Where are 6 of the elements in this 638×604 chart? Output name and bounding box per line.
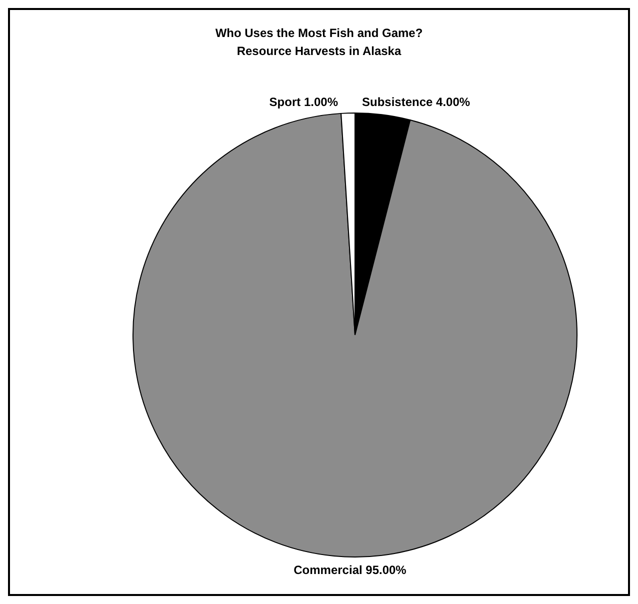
slice-label: Commercial 95.00% [294, 563, 407, 577]
chart-title: Who Uses the Most Fish and Game? [214, 25, 424, 42]
slice-label: Sport 1.00% [269, 95, 338, 109]
slice-label: Subsistence 4.00% [362, 95, 470, 109]
pie-slice [132, 112, 578, 558]
chart-subtitle: Resource Harvests in Alaska [236, 43, 402, 60]
